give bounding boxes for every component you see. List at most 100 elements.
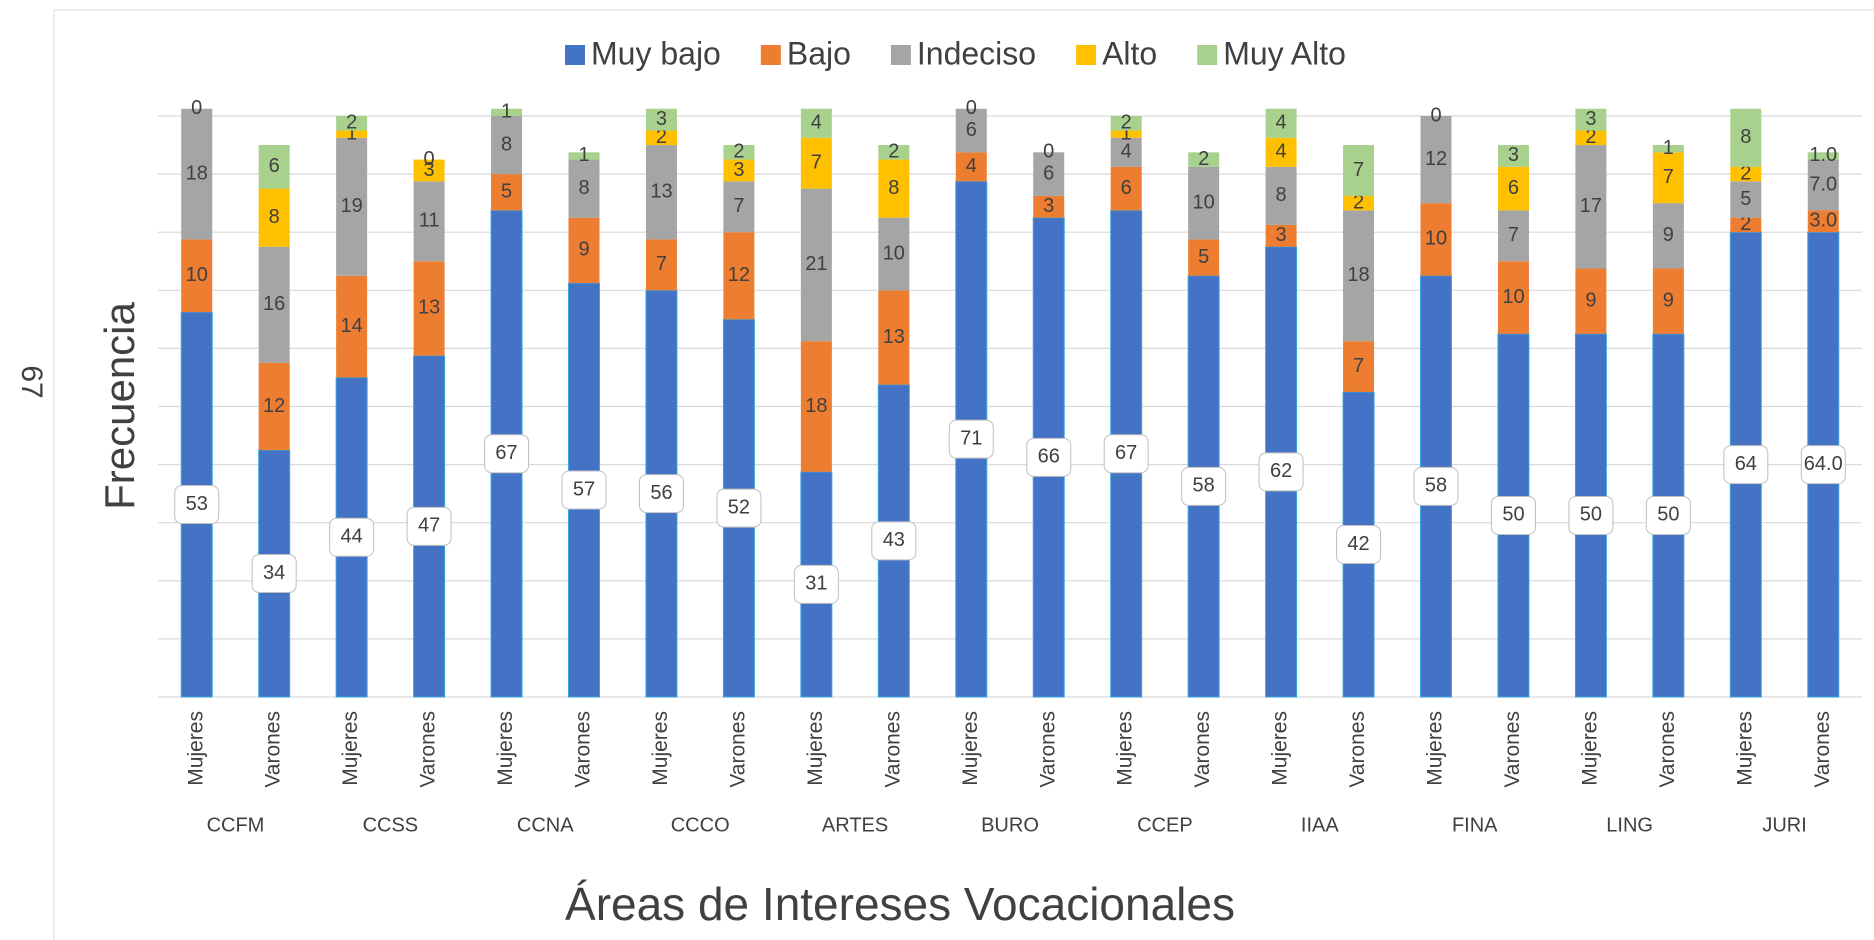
value-label: 2 (1740, 213, 1751, 235)
bar-segment (800, 137, 832, 189)
value-label: 13 (650, 181, 672, 203)
value-label: 13 (418, 297, 440, 319)
group-label: BURO (981, 814, 1039, 836)
bar-segment (1497, 210, 1529, 262)
value-label: 50 (1502, 504, 1524, 526)
group-label: ARTES (822, 814, 888, 836)
bar-segment (336, 116, 368, 131)
value-label-box (329, 517, 375, 557)
x-tick-label: Mujeres (804, 711, 827, 786)
legend-swatch (760, 45, 781, 65)
value-label: 8 (888, 177, 899, 199)
group-label: IIAA (1301, 814, 1339, 836)
value-label: 7.0 (1809, 173, 1837, 195)
legend-label: Bajo (787, 35, 851, 71)
bar-segment (1730, 166, 1762, 182)
value-label: 14 (341, 315, 363, 337)
bar-segment (878, 217, 910, 291)
value-label: 2 (888, 141, 899, 163)
x-tick-label: Varones (1191, 711, 1214, 788)
bar-segment (568, 152, 600, 160)
bar-segment (723, 181, 755, 233)
bar-segment (1265, 224, 1297, 247)
bar-segment (1652, 152, 1684, 204)
value-label: 2 (1353, 191, 1364, 213)
legend-swatch (890, 45, 911, 65)
value-label: 2 (1121, 112, 1132, 134)
legend-label: Indeciso (917, 35, 1036, 71)
value-label-box (1336, 524, 1382, 564)
x-tick-label: Mujeres (649, 711, 672, 786)
bar-segment (1343, 195, 1375, 211)
bar-segment (878, 145, 910, 160)
value-label: 3 (733, 159, 744, 181)
value-label: 53 (186, 493, 208, 515)
value-label: 0 (191, 97, 202, 119)
bar-segment (491, 116, 523, 175)
value-label: 6 (1508, 177, 1519, 199)
bar-segment (800, 108, 832, 138)
value-label: 3 (1585, 108, 1596, 130)
group-label: CCEP (1137, 814, 1193, 836)
value-label-box (1103, 434, 1149, 474)
bar-segment (1575, 108, 1607, 131)
value-label: 50 (1580, 504, 1602, 526)
group-label: CCNA (517, 814, 574, 836)
group-label: CCFM (207, 814, 265, 836)
value-label: 64 (1735, 453, 1757, 475)
value-label: 31 (805, 573, 827, 595)
value-label: 12 (263, 395, 285, 417)
bar-segment (1188, 166, 1220, 240)
x-axis-title: Áreas de Intereses Vocacionales (565, 878, 1235, 930)
value-label-box (716, 488, 762, 528)
value-label: 9 (1585, 289, 1596, 311)
value-label: 67 (495, 442, 517, 464)
bar-segment (1265, 108, 1297, 138)
value-label: 10 (1193, 191, 1215, 213)
bar-segment (723, 159, 755, 182)
value-label: 10 (1425, 228, 1447, 250)
bar-segment (878, 290, 910, 385)
value-label: 3 (1043, 195, 1054, 217)
value-label: 7 (733, 195, 744, 217)
value-label: 8 (578, 177, 589, 199)
value-label: 3 (1508, 144, 1519, 166)
value-label: 2 (656, 126, 667, 148)
bar-segment (1265, 137, 1297, 167)
x-tick-label: Mujeres (494, 711, 517, 786)
bar-segment (1033, 195, 1065, 218)
bar-segment (181, 108, 213, 240)
value-label: 47 (418, 515, 440, 537)
value-label: 4 (1276, 112, 1287, 134)
value-label: 57 (573, 478, 595, 500)
value-label-box (1800, 445, 1846, 485)
value-label-box (251, 554, 297, 594)
value-label: 0 (966, 97, 977, 119)
value-label-box (1026, 437, 1072, 477)
value-label: 10 (186, 264, 208, 286)
x-tick-label: Varones (1656, 711, 1679, 788)
value-label: 2 (733, 141, 744, 163)
value-label: 58 (1425, 475, 1447, 497)
bar-segment (491, 108, 523, 116)
bar-segment (568, 159, 600, 218)
value-label: 8 (1740, 126, 1751, 148)
bar-segment (413, 181, 445, 262)
bar-segment (1110, 166, 1142, 211)
value-label: 7 (656, 253, 667, 275)
bar-segment (1188, 152, 1220, 167)
value-label: 12 (728, 264, 750, 286)
value-label: 2 (1198, 148, 1209, 170)
x-tick-label: Varones (1811, 711, 1834, 788)
value-label-box (561, 470, 607, 510)
value-label: 8 (1276, 184, 1287, 206)
bar-segment (258, 188, 290, 247)
value-label: 6 (1121, 177, 1132, 199)
group-label: LING (1606, 814, 1653, 836)
value-label: 9 (578, 239, 589, 261)
value-label: 43 (883, 529, 905, 551)
value-label-box (1723, 445, 1769, 485)
x-tick-label: Varones (881, 711, 904, 788)
value-label: 7 (811, 151, 822, 173)
value-label: 0 (1043, 141, 1054, 163)
